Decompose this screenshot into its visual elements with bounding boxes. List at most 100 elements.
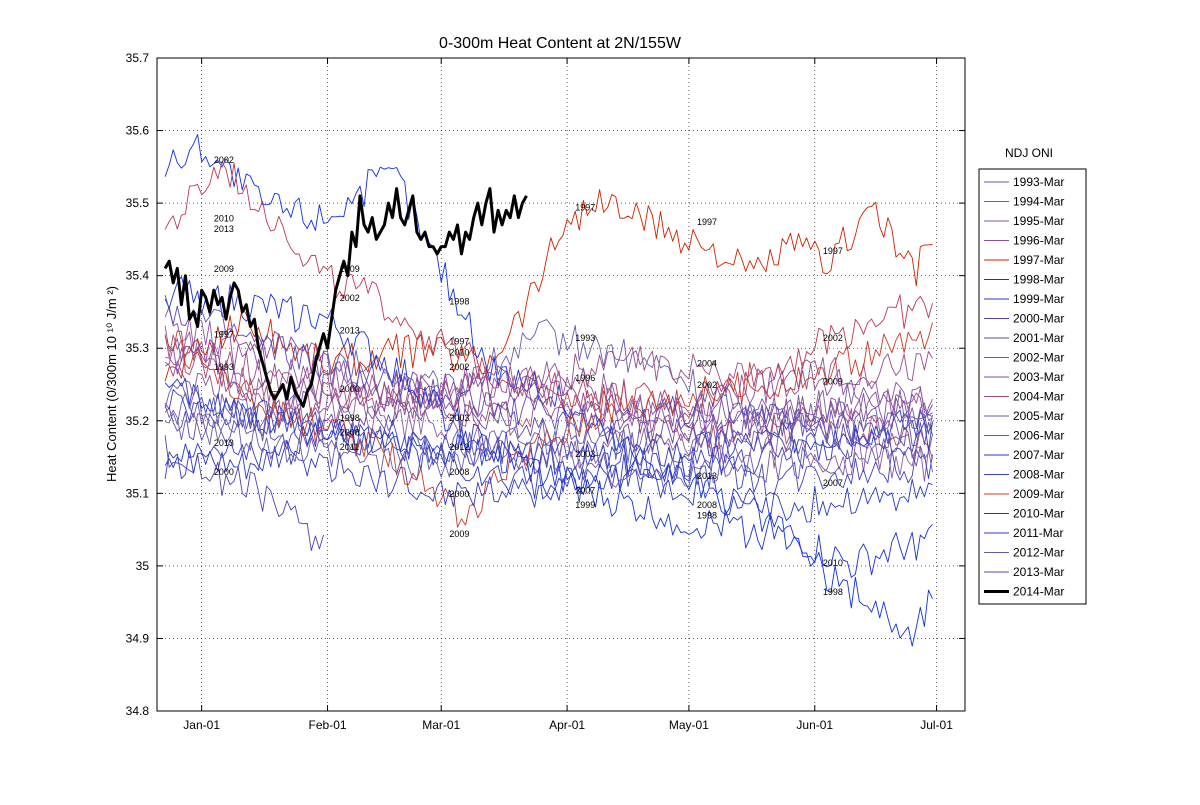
year-annotation: 2007 xyxy=(823,478,843,488)
year-annotation: 1998 xyxy=(340,413,360,423)
legend-entry-label: 2002-Mar xyxy=(1013,351,1064,365)
legend-entry-label: 2001-Mar xyxy=(1013,331,1064,345)
year-annotation: 2007 xyxy=(575,485,595,495)
year-annotation: 2002 xyxy=(214,155,234,165)
series-line-2000-Mar xyxy=(164,435,324,552)
series-line-2014-Mar xyxy=(163,187,528,408)
legend-box xyxy=(978,168,1087,605)
legend-entry-label: 2013-Mar xyxy=(1013,565,1064,579)
year-annotation: 1997 xyxy=(575,202,595,212)
legend-entry-label: 2007-Mar xyxy=(1013,448,1064,462)
axes: Jan-01 Feb-01 Mar-01 Apr-01 May-01 Jun-01 Jul-… xyxy=(126,51,965,732)
legend-title: NDJ ONI xyxy=(1005,146,1053,160)
legend-entry-label: 2005-Mar xyxy=(1013,409,1064,423)
legend-entry-label: 2011-Mar xyxy=(1013,526,1063,540)
year-annotation: 2010 xyxy=(214,213,234,223)
year-annotation: 2002 xyxy=(697,380,717,390)
legend-entry-label: 2008-Mar xyxy=(1013,468,1064,482)
year-annotation: 2002 xyxy=(449,362,469,372)
year-annotation: 2004 xyxy=(697,358,717,368)
legend-entry-label: 1993-Mar xyxy=(1013,175,1064,189)
year-annotation: 1993 xyxy=(575,333,595,343)
year-annotation: 2011 xyxy=(340,442,359,452)
year-annotation: 2013 xyxy=(214,438,234,448)
year-annotation: 2008 xyxy=(340,427,360,437)
year-annotation: 2000 xyxy=(340,384,360,394)
legend-entry-label: 2000-Mar xyxy=(1013,312,1064,326)
legend-entry-label: 2010-Mar xyxy=(1013,507,1064,521)
year-annotation: 1997 xyxy=(697,217,717,227)
y-tick-label: 34.9 xyxy=(126,631,150,645)
y-tick-label: 35.6 xyxy=(126,124,150,138)
legend-entry-label: 2006-Mar xyxy=(1013,429,1064,443)
year-annotation: 2013 xyxy=(340,326,360,336)
legend: NDJ ONI 1993-Mar 1994-Mar 1995-Mar 1996-Mar 1… xyxy=(978,146,1087,605)
legend-entry-label: 1996-Mar xyxy=(1013,234,1064,248)
year-annotation: 1997 xyxy=(214,329,234,339)
year-annotation: 2003 xyxy=(449,413,469,423)
year-annotation: 2013 xyxy=(214,224,234,234)
legend-entry-label: 2012-Mar xyxy=(1013,546,1064,560)
x-tick-label: Jun-01 xyxy=(796,718,833,732)
y-tick-label: 35.4 xyxy=(126,269,150,283)
series-line-2008-Mar xyxy=(164,389,933,497)
year-annotation: 2000 xyxy=(214,467,234,477)
legend-entry-label: 1995-Mar xyxy=(1013,214,1064,228)
year-annotation: 2008 xyxy=(697,500,717,510)
y-tick-label: 35.2 xyxy=(126,414,150,428)
year-annotation: 2002 xyxy=(340,293,360,303)
y-tick-label: 35.3 xyxy=(126,341,150,355)
chart-title: 0-300m Heat Content at 2N/155W xyxy=(439,35,682,52)
year-annotation: 2002 xyxy=(823,333,843,343)
legend-entry-label: 1994-Mar xyxy=(1013,195,1064,209)
legend-entry-label: 1998-Mar xyxy=(1013,273,1064,287)
year-annotation: 2013 xyxy=(697,471,717,481)
legend-entry-label: 2014-Mar xyxy=(1013,585,1064,599)
year-annotation: 2009 xyxy=(823,377,843,387)
x-tick-label: Mar-01 xyxy=(422,718,460,732)
year-annotation: 1993 xyxy=(214,362,234,372)
x-tick-label: Feb-01 xyxy=(309,718,347,732)
series-line-2009-Mar xyxy=(164,322,933,528)
y-axis-label: Heat Content (0/300m 10 ¹⁰ J/m ²) xyxy=(104,286,119,482)
year-annotation: 2012 xyxy=(449,442,469,452)
legend-entry-label: 1997-Mar xyxy=(1013,253,1064,267)
y-tick-label: 35.1 xyxy=(126,486,150,500)
year-annotation: 2003 xyxy=(575,449,595,459)
year-annotation: 2009 xyxy=(340,264,360,274)
series-line-2013-Mar xyxy=(164,294,933,450)
series-line-2006-Mar xyxy=(164,360,933,434)
legend-entry-label: 2003-Mar xyxy=(1013,370,1064,384)
year-annotation: 1998 xyxy=(449,297,469,307)
year-annotation: 1999 xyxy=(575,500,595,510)
year-annotation: 2009 xyxy=(214,264,234,274)
y-tick-label: 35.5 xyxy=(126,196,150,210)
year-annotation: 2010 xyxy=(449,347,469,357)
legend-entry-label: 1999-Mar xyxy=(1013,292,1064,306)
year-annotation: 1998 xyxy=(697,511,717,521)
year-annotation: 1998 xyxy=(823,587,843,597)
year-annotation: 1997 xyxy=(823,246,843,256)
series-line-2001-Mar xyxy=(164,393,933,452)
legend-entry-label: 2009-Mar xyxy=(1013,487,1064,501)
x-tick-label: Apr-01 xyxy=(549,718,585,732)
year-annotation: 1997 xyxy=(449,337,469,347)
year-annotation: 2008 xyxy=(449,467,469,477)
series-line-1996-Mar xyxy=(164,306,933,417)
y-tick-label: 34.8 xyxy=(126,704,150,718)
series-line-2003-Mar xyxy=(164,330,933,436)
year-annotation: 2010 xyxy=(823,558,843,568)
year-annotation: 2009 xyxy=(449,529,469,539)
legend-entry-label: 2004-Mar xyxy=(1013,390,1064,404)
year-annotation: 2000 xyxy=(449,489,469,499)
series-layer xyxy=(163,134,933,647)
grid xyxy=(157,57,965,712)
y-tick-label: 35 xyxy=(136,559,150,573)
y-tick-label: 35.7 xyxy=(126,51,150,65)
series-line-2012-Mar xyxy=(164,405,933,495)
x-tick-label: Jan-01 xyxy=(183,718,220,732)
series-line-2010-Mar xyxy=(164,276,933,578)
year-annotation: 1996 xyxy=(575,373,595,383)
